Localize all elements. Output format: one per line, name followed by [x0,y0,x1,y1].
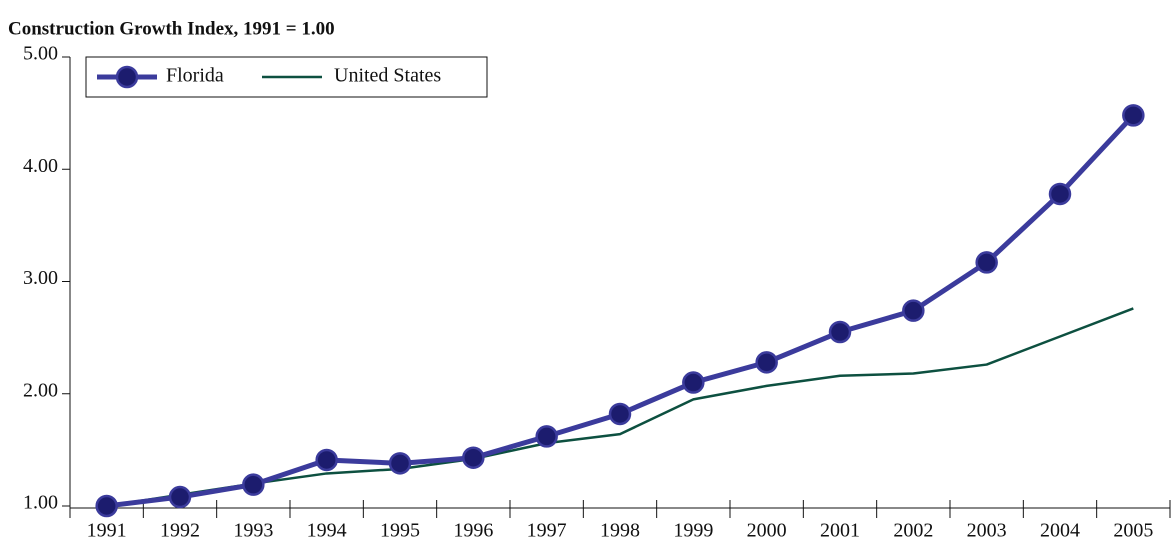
data-point [755,351,778,374]
x-tick-label: 2002 [893,520,933,542]
data-point [462,446,485,469]
data-point [242,473,265,496]
y-tick-label: 2.00 [23,379,58,401]
data-point [828,320,852,344]
data-point [168,485,192,509]
x-tick-label: 1996 [453,520,493,542]
data-point [315,448,338,472]
data-point [535,425,558,448]
x-tick-label: 2001 [820,520,860,542]
y-tick-label: 3.00 [23,267,58,289]
chart-title: Construction Growth Index, 1991 = 1.00 [8,18,335,39]
legend-marker [115,65,139,89]
x-tick-label: 1997 [527,520,567,542]
y-tick-label: 4.00 [23,155,58,177]
data-point [608,402,632,426]
y-tick-label: 1.00 [23,492,58,514]
x-tick-label: 1991 [87,520,127,542]
x-tick-label: 1994 [307,520,347,542]
data-point [95,494,118,518]
x-tick-label: 1999 [673,520,713,542]
legend-label: Florida [166,65,224,87]
x-tick-label: 1995 [380,520,420,542]
x-tick-label: 1993 [233,520,273,542]
data-point [1048,182,1072,206]
x-tick-label: 2004 [1040,520,1080,542]
data-point [1122,104,1145,127]
y-tick-label: 5.00 [23,43,58,65]
data-point [975,251,998,274]
legend-label: United States [334,65,441,87]
series-line [106,307,1134,508]
series-line [106,113,1136,509]
data-point [682,371,705,394]
x-tick-label: 1992 [160,520,200,542]
data-point [388,452,412,475]
x-tick-label: 2005 [1113,520,1153,542]
x-tick-label: 2000 [747,520,787,542]
x-tick-label: 1998 [600,520,640,542]
x-tick-label: 2003 [967,520,1007,542]
data-point [902,299,925,322]
legend: Florida United States [85,56,488,98]
